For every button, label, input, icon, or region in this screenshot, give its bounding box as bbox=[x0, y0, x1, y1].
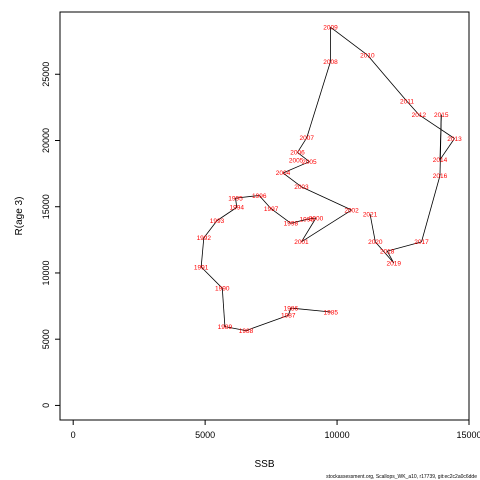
point-label-1985: 1985 bbox=[323, 309, 338, 316]
point-label-1997: 1997 bbox=[264, 206, 279, 213]
y-tick-label: 5000 bbox=[41, 329, 51, 349]
point-label-2020: 2020 bbox=[368, 239, 383, 246]
series-segment bbox=[301, 209, 352, 243]
x-tick-label: 5000 bbox=[195, 430, 215, 440]
point-label-2001: 2001 bbox=[294, 239, 309, 246]
x-axis: 0 5000 10000 15000 bbox=[71, 420, 480, 440]
x-tick-label: 15000 bbox=[456, 430, 480, 440]
point-label-2004: 2004 bbox=[276, 170, 291, 177]
series-segment bbox=[297, 137, 308, 153]
credit-text: stockassessment.org, Scallops_WK_a10, r1… bbox=[326, 474, 477, 480]
series-segment bbox=[245, 314, 289, 331]
point-label-2002: 2002 bbox=[344, 207, 359, 214]
point-label-2007: 2007 bbox=[299, 135, 314, 142]
series-segment bbox=[330, 26, 368, 56]
series-segment bbox=[287, 307, 292, 316]
point-label-2017: 2017 bbox=[414, 239, 429, 246]
point-label-1995: 1995 bbox=[228, 195, 243, 202]
series-segment bbox=[418, 114, 455, 139]
point-label-1994: 1994 bbox=[230, 205, 245, 212]
point-label-1988: 1988 bbox=[239, 328, 254, 335]
y-tick-label: 10000 bbox=[41, 260, 51, 285]
series-segment bbox=[221, 288, 226, 327]
point-label-1989: 1989 bbox=[218, 324, 233, 331]
series-segment bbox=[386, 250, 395, 264]
point-label-1993: 1993 bbox=[210, 218, 225, 225]
series-segment bbox=[258, 195, 272, 209]
series-segment bbox=[439, 138, 455, 160]
point-label-1996: 1996 bbox=[252, 193, 267, 200]
series-segment bbox=[200, 237, 205, 268]
series-segment bbox=[375, 241, 395, 264]
point-label-1991: 1991 bbox=[194, 264, 209, 271]
series-segment bbox=[270, 208, 292, 224]
point-label-2015: 2015 bbox=[434, 112, 449, 119]
plot-frame bbox=[59, 11, 470, 421]
point-label-1992: 1992 bbox=[197, 235, 212, 242]
y-tick-label: 15000 bbox=[41, 194, 51, 219]
point-label-2012: 2012 bbox=[412, 112, 427, 119]
series-segment bbox=[216, 207, 238, 221]
series-segment bbox=[301, 186, 352, 211]
y-tick-label: 25000 bbox=[41, 62, 51, 87]
series-segment bbox=[290, 218, 307, 224]
series-segment bbox=[306, 217, 317, 220]
point-label-2000: 2000 bbox=[309, 215, 324, 222]
point-label-2014: 2014 bbox=[433, 157, 448, 164]
series-segment bbox=[439, 114, 442, 176]
series-segment bbox=[282, 172, 302, 188]
point-label-1987: 1987 bbox=[281, 313, 296, 320]
series-segment bbox=[301, 217, 317, 243]
point-label-2006: 2006 bbox=[290, 150, 305, 157]
point-label-2003: 2003 bbox=[294, 184, 309, 191]
series-segment bbox=[235, 198, 238, 208]
y-tick-label: 0 bbox=[41, 403, 51, 408]
point-label-2005: 2005 bbox=[302, 159, 317, 166]
point-label-2009: 2009 bbox=[323, 25, 338, 32]
point-label-2019: 2019 bbox=[387, 260, 402, 267]
point-label-1990: 1990 bbox=[215, 285, 230, 292]
point-label-2011: 2011 bbox=[400, 99, 414, 106]
series-segment bbox=[369, 213, 376, 242]
point-label-2013: 2013 bbox=[447, 136, 462, 143]
series-segment bbox=[200, 266, 223, 289]
y-tick-label: 20000 bbox=[41, 128, 51, 153]
y-axis-label: R(age 3) bbox=[14, 197, 25, 236]
x-tick-label: 0 bbox=[71, 430, 76, 440]
point-label-2021: 2021 bbox=[363, 211, 378, 218]
point-label-1986: 1986 bbox=[284, 305, 299, 312]
series-segment bbox=[306, 61, 331, 138]
y-axis: 0 5000 10000 15000 20000 25000 bbox=[41, 62, 60, 408]
x-tick-label: 10000 bbox=[325, 430, 350, 440]
point-label-2005: 2005 bbox=[289, 158, 304, 165]
series-segment bbox=[387, 241, 422, 252]
recruitment-series-line bbox=[200, 26, 455, 331]
series-segment bbox=[367, 54, 408, 102]
series-segment bbox=[235, 195, 260, 199]
point-label-2010: 2010 bbox=[360, 52, 375, 59]
series-segment bbox=[406, 101, 420, 115]
series-segment bbox=[290, 307, 331, 313]
series-segment bbox=[282, 161, 310, 174]
series-segment bbox=[203, 220, 218, 239]
point-label-2016: 2016 bbox=[433, 173, 448, 180]
point-label-1999: 1999 bbox=[299, 217, 314, 224]
series-segment bbox=[297, 152, 310, 163]
point-label-1998: 1998 bbox=[284, 221, 299, 228]
point-label-2018: 2018 bbox=[380, 248, 395, 255]
series-segment bbox=[224, 326, 247, 331]
point-label-2008: 2008 bbox=[323, 59, 338, 66]
series-segment bbox=[421, 175, 441, 242]
x-axis-label: SSB bbox=[254, 459, 274, 470]
